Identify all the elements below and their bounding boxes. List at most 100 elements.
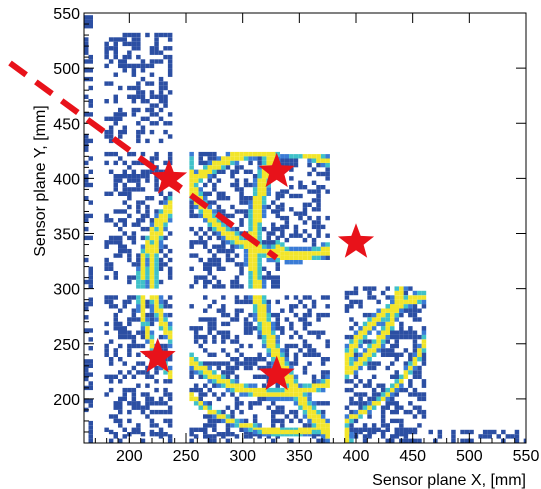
ring-pixel xyxy=(403,370,409,375)
x-tick-label: 350 xyxy=(286,448,313,465)
hit-pixel xyxy=(108,429,114,435)
ring-pixel xyxy=(271,330,276,335)
hit-pixel xyxy=(243,209,249,214)
hit-pixel xyxy=(311,434,317,439)
hit-pixel xyxy=(88,99,93,104)
hit-pixel xyxy=(216,257,222,263)
x-tick-label: 400 xyxy=(343,448,370,465)
hit-pixel xyxy=(275,299,280,305)
ring-pixel xyxy=(298,255,303,260)
ring-pixel xyxy=(145,321,150,327)
ring-pixel xyxy=(367,357,372,362)
hit-pixel xyxy=(385,405,390,410)
ring-pixel xyxy=(316,383,321,388)
ring-pixel xyxy=(158,365,164,371)
ring-pixel xyxy=(280,432,285,437)
ring-pixel xyxy=(311,405,317,410)
hit-pixel xyxy=(289,418,294,424)
ring-pixel xyxy=(316,414,321,419)
hit-pixel xyxy=(84,19,89,24)
ring-pixel xyxy=(203,174,208,179)
hit-pixel xyxy=(298,299,303,305)
hit-pixel xyxy=(212,231,217,236)
ring-pixel xyxy=(344,434,350,439)
hit-pixel xyxy=(280,423,285,428)
hit-pixel xyxy=(140,116,146,121)
hit-pixel xyxy=(154,169,159,174)
hit-pixel xyxy=(371,286,377,291)
ring-pixel xyxy=(311,429,317,435)
hit-pixel xyxy=(207,317,212,322)
ring-pixel xyxy=(390,387,395,393)
ring-pixel xyxy=(289,392,294,397)
hit-pixel xyxy=(316,193,321,199)
ring-pixel xyxy=(149,222,155,227)
ring-pixel xyxy=(325,242,330,247)
hit-pixel xyxy=(145,304,150,309)
hit-pixel xyxy=(221,361,226,366)
ring-pixel xyxy=(248,295,253,300)
ring-pixel xyxy=(149,248,155,254)
hit-pixel xyxy=(403,308,409,313)
hit-pixel xyxy=(198,326,203,331)
hit-pixel xyxy=(127,213,132,219)
hit-pixel xyxy=(158,200,164,205)
hit-pixel xyxy=(421,326,427,331)
hit-pixel xyxy=(113,295,118,300)
hit-pixel xyxy=(167,68,173,73)
hit-pixel xyxy=(261,396,267,402)
hit-pixel xyxy=(118,112,123,117)
hit-pixel xyxy=(221,321,226,327)
ring-pixel xyxy=(257,196,262,201)
hit-pixel xyxy=(167,392,173,397)
hit-pixel xyxy=(154,37,159,42)
hit-pixel xyxy=(325,401,330,406)
hit-pixel xyxy=(131,37,137,42)
hit-pixel xyxy=(198,151,203,157)
hit-pixel xyxy=(212,392,217,397)
hit-pixel xyxy=(243,365,249,371)
hit-pixel xyxy=(131,396,137,402)
hit-pixel xyxy=(311,189,317,194)
hit-pixel xyxy=(390,434,395,439)
x-tick-label: 200 xyxy=(116,448,143,465)
ring-pixel xyxy=(311,423,317,428)
hit-pixel xyxy=(344,295,350,300)
ring-pixel xyxy=(193,191,199,196)
hit-pixel xyxy=(316,432,321,437)
hit-pixel xyxy=(243,200,249,205)
hit-pixel xyxy=(289,438,294,443)
hit-pixel xyxy=(118,244,123,249)
hit-pixel xyxy=(131,94,137,99)
hit-pixel xyxy=(198,374,203,379)
ring-pixel xyxy=(216,374,222,379)
ring-pixel xyxy=(252,262,258,267)
ring-pixel xyxy=(353,361,359,366)
hit-pixel xyxy=(104,134,109,139)
hit-pixel xyxy=(293,295,299,300)
hit-pixel xyxy=(403,438,409,443)
hit-pixel xyxy=(399,352,404,357)
hit-pixel xyxy=(412,308,418,313)
hit-pixel xyxy=(154,409,159,415)
hit-pixel xyxy=(108,339,114,344)
ring-pixel xyxy=(158,308,164,313)
hit-pixel xyxy=(221,266,226,271)
ring-pixel xyxy=(289,246,294,252)
hit-pixel xyxy=(127,85,132,91)
hit-pixel xyxy=(149,107,155,113)
hit-pixel xyxy=(203,182,208,188)
ring-pixel xyxy=(261,213,267,219)
hit-pixel xyxy=(84,279,89,285)
ring-pixel xyxy=(252,383,258,388)
hit-pixel xyxy=(140,438,146,443)
ring-pixel xyxy=(261,156,267,161)
ring-pixel xyxy=(293,260,299,265)
hit-pixel xyxy=(325,171,330,177)
ring-pixel xyxy=(284,365,290,371)
hit-pixel xyxy=(167,304,173,309)
hit-pixel xyxy=(234,178,240,183)
hit-pixel xyxy=(239,222,244,227)
ring-pixel xyxy=(252,151,258,157)
hit-pixel xyxy=(271,423,276,428)
